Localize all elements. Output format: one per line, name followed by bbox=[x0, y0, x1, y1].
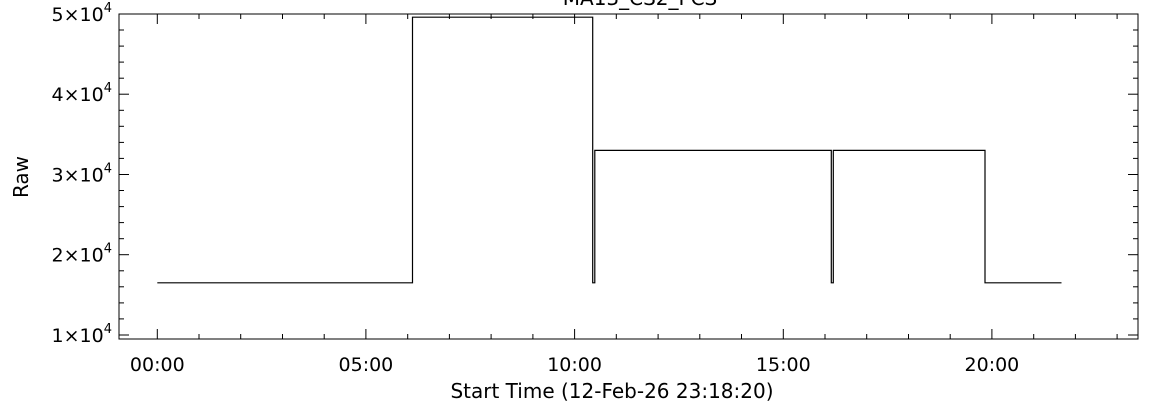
y-tick-label: 2×104 bbox=[52, 242, 112, 267]
y-tick-mantissa: 4 bbox=[52, 84, 64, 106]
y-tick-times: ×10 bbox=[64, 245, 104, 267]
y-tick-label: 1×104 bbox=[52, 322, 112, 347]
chart-title-group: MA13_CS2_PCS bbox=[563, 0, 718, 10]
x-axis-ticks: 00:00 05:00 10:00 15:00 20:00 bbox=[130, 14, 1118, 376]
y-tick-mantissa: 5 bbox=[52, 4, 64, 26]
y-tick-label: 3×104 bbox=[52, 162, 112, 187]
y-tick-times: ×10 bbox=[64, 84, 104, 106]
series-layer bbox=[157, 16, 1062, 284]
y-axis-label: Raw bbox=[9, 156, 33, 198]
y-tick-exponent: 4 bbox=[104, 322, 112, 337]
y-tick-exponent: 4 bbox=[104, 242, 112, 257]
x-tick-label: 15:00 bbox=[756, 354, 811, 376]
y-tick-mantissa: 1 bbox=[52, 325, 64, 347]
y-tick-mantissa: 2 bbox=[52, 245, 64, 267]
y-tick-exponent: 4 bbox=[104, 81, 112, 96]
y-tick-times: ×10 bbox=[64, 325, 104, 347]
x-axis-label: Start Time (12-Feb-26 23:18:20) bbox=[450, 379, 773, 403]
y-tick-exponent: 4 bbox=[104, 162, 112, 177]
y-tick-exponent: 4 bbox=[104, 1, 112, 16]
x-tick-label: 05:00 bbox=[339, 354, 394, 376]
series-line bbox=[157, 16, 1062, 284]
y-tick-times: ×10 bbox=[64, 165, 104, 187]
y-tick-mantissa: 3 bbox=[52, 165, 64, 187]
plot-frame bbox=[118, 13, 1139, 340]
x-tick-label: 20:00 bbox=[965, 354, 1020, 376]
x-tick-label: 00:00 bbox=[130, 354, 185, 376]
x-tick-label: 10:00 bbox=[547, 354, 602, 376]
chart-title: MA13_CS2_PCS bbox=[563, 0, 718, 10]
y-tick-times: ×10 bbox=[64, 4, 104, 26]
y-tick-label: 4×104 bbox=[52, 81, 112, 106]
y-tick-label: 5×104 bbox=[52, 1, 112, 26]
